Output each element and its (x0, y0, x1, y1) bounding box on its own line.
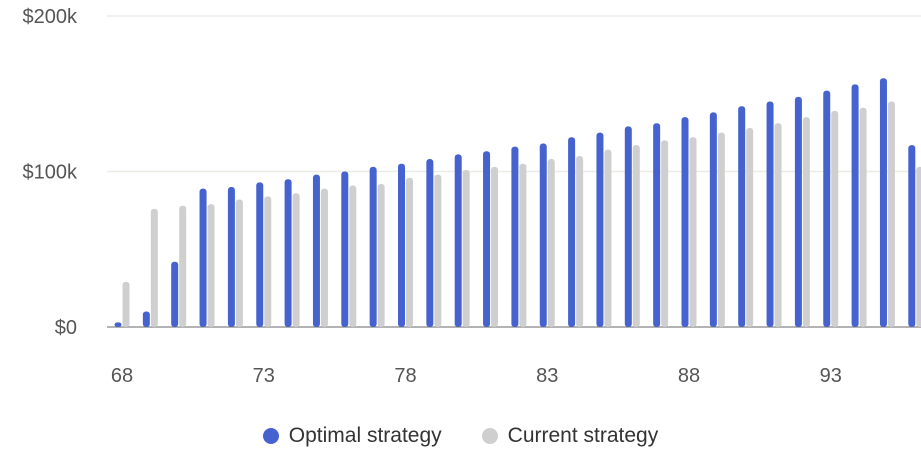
bar-current[interactable] (547, 159, 555, 327)
x-tick-label: 93 (820, 365, 842, 387)
bar-optimal[interactable] (171, 261, 179, 327)
bar-current[interactable] (604, 149, 612, 327)
bar-current[interactable] (887, 101, 895, 328)
bar-optimal[interactable] (312, 174, 320, 327)
legend-swatch-current (481, 428, 498, 444)
bar-optimal[interactable] (539, 143, 547, 327)
x-tick-label: 88 (678, 365, 700, 387)
bar-current[interactable] (632, 145, 640, 327)
bar-current[interactable] (179, 205, 187, 327)
bar-optimal[interactable] (284, 179, 292, 327)
bar-optimal[interactable] (454, 154, 462, 327)
bar-optimal[interactable] (568, 137, 576, 327)
bar-optimal[interactable] (369, 166, 377, 327)
bar-current[interactable] (831, 110, 839, 327)
bar-optimal[interactable] (851, 84, 859, 327)
bar-current[interactable] (661, 140, 669, 327)
bar-current[interactable] (122, 281, 130, 327)
bar-current[interactable] (377, 183, 385, 327)
bar-current[interactable] (519, 163, 527, 327)
bar-optimal[interactable] (511, 146, 519, 327)
bar-optimal[interactable] (114, 322, 122, 327)
bar-optimal[interactable] (681, 117, 689, 327)
bar-optimal[interactable] (256, 182, 264, 327)
bar-optimal[interactable] (653, 123, 661, 327)
bar-current[interactable] (292, 193, 300, 327)
bar-current[interactable] (859, 107, 867, 328)
bar-optimal[interactable] (879, 78, 887, 327)
legend: Optimal strategy Current strategy (0, 424, 921, 448)
bar-optimal[interactable] (738, 106, 746, 327)
bar-chart: $0 $100k $200k 68 73 78 83 88 93 (23, 6, 921, 387)
bar-current[interactable] (264, 196, 272, 327)
bar-current[interactable] (717, 132, 725, 327)
bar-current[interactable] (320, 188, 328, 327)
bar-optimal[interactable] (766, 101, 774, 328)
bar-current[interactable] (434, 174, 442, 327)
x-tick-label: 78 (394, 365, 416, 387)
legend-item-current[interactable]: Current strategy (481, 424, 659, 448)
legend-swatch-optimal (262, 428, 279, 444)
bar-optimal[interactable] (426, 159, 434, 327)
legend-label-current: Current strategy (507, 424, 659, 447)
bar-current[interactable] (774, 123, 782, 327)
y-tick-label: $0 (55, 317, 77, 339)
y-tick-label: $100k (23, 162, 78, 184)
bar-current[interactable] (746, 127, 754, 328)
bar-current[interactable] (235, 199, 243, 327)
bar-optimal[interactable] (794, 96, 802, 327)
bar-optimal[interactable] (908, 145, 916, 327)
bar-optimal[interactable] (483, 151, 491, 327)
x-tick-label: 83 (536, 365, 558, 387)
bar-current[interactable] (406, 177, 413, 327)
bar-optimal[interactable] (624, 126, 632, 327)
bar-current[interactable] (349, 185, 357, 327)
bar-current[interactable] (491, 166, 499, 327)
bar-current[interactable] (150, 208, 158, 327)
bar-optimal[interactable] (596, 132, 604, 327)
legend-label-optimal: Optimal strategy (288, 424, 442, 447)
bar-optimal[interactable] (142, 311, 150, 327)
x-tick-label: 68 (111, 365, 133, 387)
x-tick-label: 73 (253, 365, 275, 387)
bar-optimal[interactable] (823, 90, 831, 327)
bar-current[interactable] (689, 137, 697, 327)
legend-item-optimal[interactable]: Optimal strategy (262, 424, 442, 448)
bar-optimal[interactable] (398, 163, 405, 327)
bar-optimal[interactable] (199, 188, 207, 327)
bar-current[interactable] (916, 166, 921, 327)
bar-optimal[interactable] (341, 171, 349, 328)
bar-optimal[interactable] (709, 112, 717, 327)
bar-current[interactable] (207, 204, 215, 327)
bar-optimal[interactable] (227, 187, 235, 327)
y-tick-label: $200k (23, 6, 78, 28)
bar-current[interactable] (462, 169, 470, 327)
bar-current[interactable] (576, 155, 584, 327)
bar-current[interactable] (802, 117, 810, 327)
